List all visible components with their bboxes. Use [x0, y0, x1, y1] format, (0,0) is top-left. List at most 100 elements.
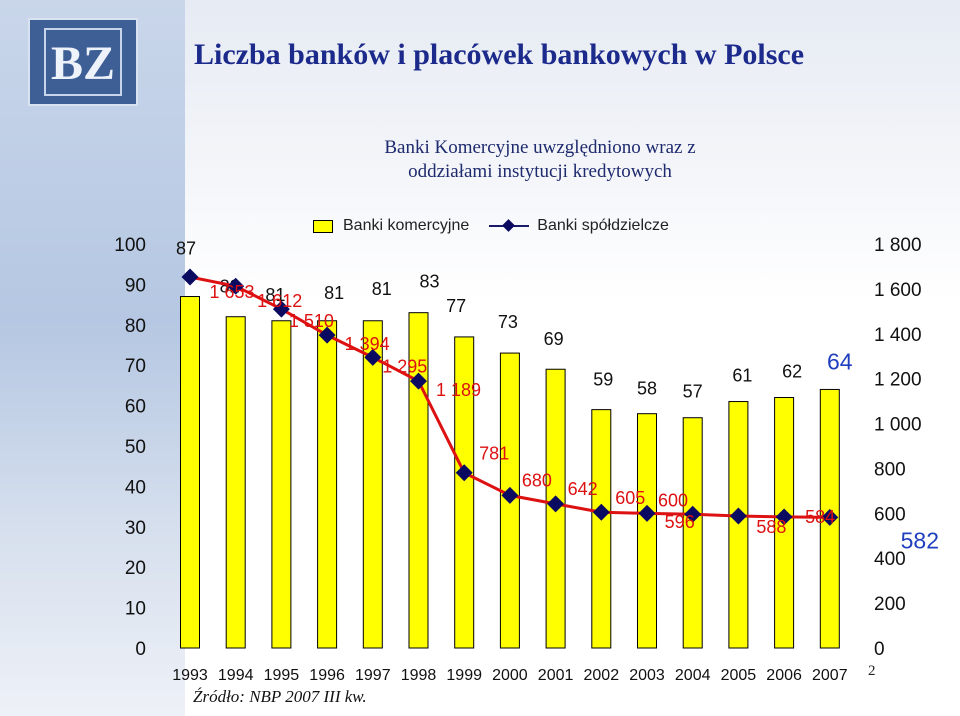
chart-legend: Banki komercyjne Banki spółdzielcze	[313, 217, 669, 235]
source-note: Źródło: NBP 2007 III kw.	[193, 687, 367, 706]
bar-commercial-banks	[591, 409, 612, 649]
line-value-label: 680	[522, 470, 552, 490]
x-tick-label: 2006	[766, 667, 802, 684]
logo-mark-icon: BZ	[44, 28, 122, 96]
bar-value-label: 83	[419, 272, 439, 292]
x-tick-label: 1995	[264, 667, 300, 684]
line-value-label: 642	[568, 479, 598, 499]
y-right-tick-label: 1 800	[874, 235, 922, 256]
bar-commercial-banks	[362, 320, 383, 649]
line-marker-diamond	[410, 372, 427, 390]
bar-value-label: 62	[782, 362, 802, 382]
y-left-tick-label: 60	[125, 397, 146, 418]
bar-commercial-banks	[728, 401, 749, 649]
y-right-tick-label: 1 400	[874, 325, 922, 346]
line-marker-diamond	[318, 326, 336, 344]
line-value-label: 1 189	[436, 380, 481, 400]
bar-value-label: 73	[498, 312, 518, 332]
bar-value-label: 64	[827, 348, 853, 374]
y-left-tick-label: 0	[135, 639, 146, 660]
chart-subtitle: Banki Komercyjne uwzględniono wraz z odd…	[290, 136, 790, 184]
background-panel-left	[0, 0, 185, 716]
line-value-label: 1 653	[209, 282, 254, 302]
legend-label-bars: Banki komercyjne	[343, 217, 470, 234]
line-value-label: 1 612	[257, 291, 302, 311]
bar-value-label: 61	[732, 366, 752, 386]
y-left-tick-label: 30	[125, 518, 146, 539]
line-value-label: 1 295	[382, 356, 427, 376]
bar-value-label: 77	[446, 296, 466, 316]
y-right-tick-label: 800	[874, 459, 906, 480]
line-marker-diamond	[775, 508, 793, 526]
line-marker-diamond	[455, 464, 473, 482]
y-left-tick-label: 70	[125, 356, 146, 377]
y-right-tick-label: 200	[874, 594, 906, 615]
page-number: 2	[868, 663, 876, 679]
bar-commercial-banks	[271, 320, 292, 649]
bank-logo: BZ	[28, 18, 138, 106]
line-value-label: 584	[805, 507, 835, 527]
legend-label-line: Banki spółdzielcze	[537, 217, 669, 234]
bar-commercial-banks	[225, 316, 246, 649]
y-left-tick-label: 50	[125, 437, 146, 458]
x-tick-label: 1999	[446, 667, 482, 684]
bar-value-label: 87	[176, 239, 196, 259]
bar-commercial-banks	[408, 312, 429, 649]
line-marker-diamond	[592, 503, 610, 521]
line-value-label: 596	[665, 512, 695, 532]
y-left-tick-label: 40	[125, 477, 146, 498]
bar-value-label: 81	[372, 279, 392, 299]
line-marker-diamond	[547, 495, 565, 513]
y-right-tick-label: 1 600	[874, 280, 922, 301]
x-tick-label: 2003	[629, 667, 665, 684]
line-marker-diamond	[638, 504, 656, 522]
y-left-tick-label: 80	[125, 316, 146, 337]
y-right-tick-label: 1 000	[874, 415, 922, 436]
bar-value-label: 57	[683, 382, 703, 402]
line-marker-diamond	[272, 300, 290, 318]
x-tick-label: 1997	[355, 667, 391, 684]
background-panel-top	[185, 0, 960, 300]
bar-commercial-banks	[317, 320, 338, 649]
x-tick-label: 1996	[309, 667, 345, 684]
legend-bar-swatch	[313, 219, 333, 233]
bar-commercial-banks	[637, 413, 657, 649]
x-tick-label: 1993	[172, 667, 208, 684]
line-value-label: 582	[901, 527, 939, 553]
x-tick-label: 2007	[812, 667, 848, 684]
y-left-tick-label: 100	[114, 235, 146, 256]
bar-value-label: 81	[324, 283, 344, 303]
line-marker-diamond	[501, 486, 519, 504]
x-tick-label: 2000	[492, 667, 528, 684]
x-tick-label: 2004	[675, 667, 711, 684]
line-value-label: 1 510	[289, 311, 334, 331]
y-right-tick-label: 1 200	[874, 370, 922, 391]
line-value-label: 588	[756, 517, 786, 537]
line-value-label: 1 394	[345, 334, 390, 354]
y-left-tick-label: 90	[125, 275, 146, 296]
x-tick-label: 2005	[721, 667, 757, 684]
bar-value-label: 81	[265, 285, 285, 305]
subtitle-line-1: Banki Komercyjne uwzględniono wraz z	[384, 137, 696, 158]
x-tick-label: 2002	[584, 667, 620, 684]
x-tick-label: 2001	[538, 667, 574, 684]
line-marker-diamond	[227, 277, 245, 295]
legend-line-swatch	[489, 219, 530, 233]
x-tick-label: 1994	[218, 667, 254, 684]
y-left-tick-label: 10	[125, 599, 146, 620]
bar-value-label: 58	[637, 379, 657, 399]
bar-value-label: 59	[593, 370, 613, 390]
x-tick-label: 1998	[401, 667, 437, 684]
page-title: Liczba banków i placówek bankowych w Pol…	[194, 38, 805, 71]
line-marker-diamond	[181, 268, 199, 286]
bar-commercial-banks	[454, 336, 475, 649]
bar-commercial-banks	[682, 417, 703, 649]
bar-value-label: 69	[544, 329, 564, 349]
y-left-tick-label: 20	[125, 558, 146, 579]
line-value-label: 605	[615, 488, 645, 508]
line-value-label: 600	[658, 490, 688, 510]
y-right-tick-label: 0	[874, 639, 885, 660]
subtitle-line-2: oddziałami instytucji kredytowych	[408, 161, 672, 182]
line-value-label: 781	[479, 444, 509, 464]
